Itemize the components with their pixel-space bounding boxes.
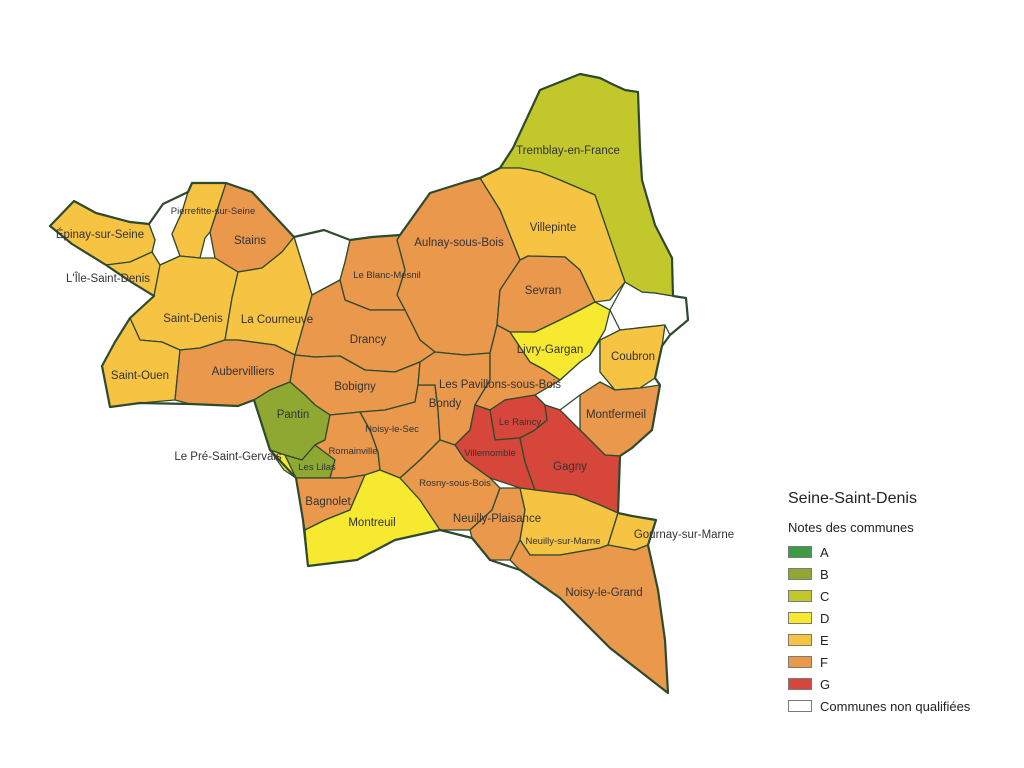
legend-item-g: G [788, 673, 1018, 695]
commune-noisy-le-sec-label: Noisy-le-Sec [365, 424, 419, 435]
department-outline [48, 72, 690, 695]
commune-noisy-le-grand-label: Noisy-le-Grand [565, 587, 642, 599]
legend-item-f: F [788, 651, 1018, 673]
commune-pierrefitte-sur-seine-label: Pierrefitte-sur-Seine [171, 206, 255, 217]
commune-livry-gargan-label: Livry-Gargan [517, 344, 583, 356]
commune-le-raincy-label: Le Raincy [499, 417, 541, 428]
commune-les-lilas-label: Les Lilas [298, 462, 336, 473]
commune-sevran-label: Sevran [525, 285, 561, 297]
legend-item-c: C [788, 585, 1018, 607]
legend-swatch [788, 678, 812, 690]
commune-rosny-sous-bois-area [399, 439, 501, 531]
legend: Seine-Saint-Denis Notes des communes A B… [788, 490, 1018, 717]
commune-saint-denis-label: Saint-Denis [163, 313, 223, 325]
legend-swatch [788, 634, 812, 646]
commune-rosny-sous-bois-label: Rosny-sous-Bois [419, 478, 491, 489]
legend-label: B [820, 566, 829, 582]
legend-label: C [820, 588, 830, 604]
commune-neuilly-sur-marne-label: Neuilly-sur-Marne [526, 536, 601, 547]
commune-aubervilliers-label: Aubervilliers [212, 366, 275, 378]
legend-item-unqualified: Communes non qualifiées [788, 695, 1018, 717]
legend-swatch [788, 612, 812, 624]
legend-label: D [820, 610, 830, 626]
legend-item-a: A [788, 541, 1018, 563]
commune-le-pre-saint-gervais-label: Le Pré-Saint-Gervais [174, 451, 282, 463]
commune-tremblay-en-france-label: Tremblay-en-France [516, 145, 620, 157]
commune-romainville-label: Romainville [328, 446, 377, 457]
commune-regions [49, 73, 689, 694]
legend-swatch [788, 656, 812, 668]
legend-swatch [788, 590, 812, 602]
commune-l-ile-saint-denis-label: L'Île-Saint-Denis [66, 272, 150, 285]
commune-les-pavillons-sous-bois-area [474, 324, 561, 411]
legend-label: E [820, 632, 829, 648]
commune-villemomble-label: Villemomble [464, 448, 516, 459]
commune-gournay-sur-marne-label: Gournay-sur-Marne [634, 529, 734, 541]
commune-labels: Tremblay-en-France Villepinte Aulnay-sous-… [56, 145, 734, 599]
legend-item-d: D [788, 607, 1018, 629]
commune-bondy-label: Bondy [429, 398, 462, 410]
legend-swatch [788, 546, 812, 558]
legend-subtitle: Notes des communes [788, 520, 914, 535]
commune-les-pavillons-sous-bois-label: Les Pavillons-sous-Bois [439, 379, 561, 391]
commune-bagnolet-label: Bagnolet [305, 496, 351, 508]
commune-aulnay-sous-bois-label: Aulnay-sous-Bois [414, 237, 504, 249]
commune-neuilly-plaisance-label: Neuilly-Plaisance [453, 513, 541, 525]
commune-drancy-label: Drancy [350, 334, 387, 346]
commune-le-blanc-mesnil-label: Le Blanc-Mesnil [353, 270, 421, 281]
commune-saint-ouen-label: Saint-Ouen [111, 370, 169, 382]
legend-item-e: E [788, 629, 1018, 651]
commune-livry-gargan-area [509, 301, 611, 381]
commune-montfermeil-label: Montfermeil [586, 409, 646, 421]
commune-epinay-sur-seine-label: Épinay-sur-Seine [56, 228, 144, 241]
commune-stains-label: Stains [234, 235, 266, 247]
legend-label: Communes non qualifiées [820, 698, 971, 714]
commune-pantin-label: Pantin [277, 409, 310, 421]
legend-label: G [820, 676, 831, 692]
commune-villepinte-label: Villepinte [530, 222, 576, 234]
legend-label: F [820, 654, 828, 670]
commune-gagny-label: Gagny [553, 461, 587, 473]
legend-item-b: B [788, 563, 1018, 585]
legend-title: Seine-Saint-Denis [788, 490, 917, 507]
commune-montreuil-label: Montreuil [348, 517, 395, 529]
legend-label: A [820, 544, 829, 560]
commune-la-courneuve-label: La Courneuve [241, 314, 313, 326]
commune-noisy-le-grand-area [509, 539, 669, 694]
commune-bobigny-label: Bobigny [334, 381, 376, 393]
legend-swatch [788, 700, 812, 712]
commune-coubron-label: Coubron [611, 351, 655, 363]
legend-swatch [788, 568, 812, 580]
